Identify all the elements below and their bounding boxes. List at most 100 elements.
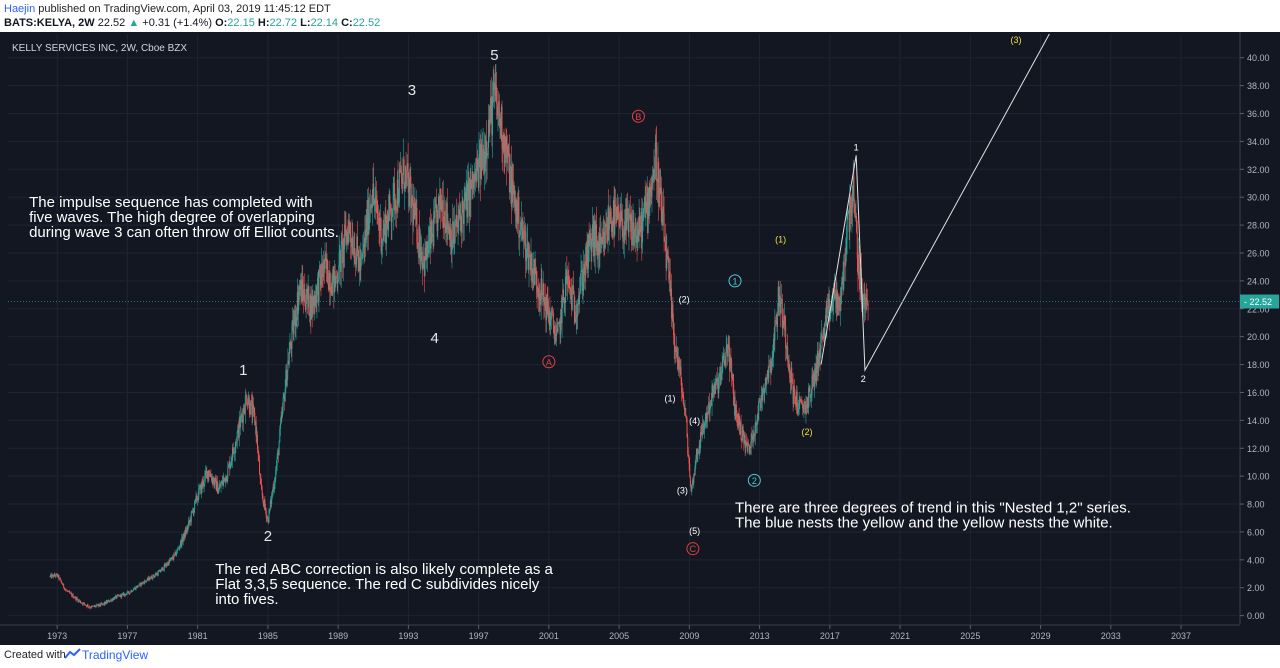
candle-body <box>818 365 820 369</box>
price-axis[interactable]: 0.00 2.00 4.00 6.00 8.00 10.00 12.00 14.00 16.00… <box>8 32 1279 624</box>
tradingview-brand-link[interactable]: TradingView <box>82 648 149 662</box>
candle-body <box>678 359 680 365</box>
candle-body <box>290 346 292 349</box>
candle-body <box>59 578 61 580</box>
candle-body <box>616 215 618 220</box>
candle-body <box>536 285 538 293</box>
chart-panel[interactable]: 5 3 4 1 2 A B C 1 2 (1) (2) (3) (2) (1) (4) (3) (5) 1 2 The… <box>0 32 1280 645</box>
candle-body <box>144 580 146 584</box>
candle-body <box>745 441 747 448</box>
candle-body <box>831 301 833 311</box>
wave-label: (1) <box>775 235 786 245</box>
candle-body <box>354 263 356 264</box>
candle-body <box>681 378 683 393</box>
candle-body <box>516 200 518 222</box>
candle-body <box>131 590 133 592</box>
candle-body <box>559 321 561 335</box>
candle-body <box>543 284 545 306</box>
price-chart[interactable]: 5 3 4 1 2 A B C 1 2 (1) (2) (3) (2) (1) (4) (3) (5) 1 2 The… <box>0 32 1280 645</box>
candle-body <box>839 295 841 312</box>
candle-body <box>792 380 794 404</box>
candle-body <box>428 239 430 243</box>
candle-body <box>626 208 628 230</box>
candle-body <box>244 411 246 414</box>
candle-body <box>857 257 859 276</box>
candle-body <box>835 293 837 299</box>
candle-body <box>587 234 589 269</box>
candle-body <box>242 416 244 423</box>
candle-body <box>820 336 822 358</box>
x-tick-label: 2025 <box>960 631 980 641</box>
wave-label: A <box>546 357 552 367</box>
candle-body <box>703 429 705 431</box>
candle-body <box>686 418 688 438</box>
candle-body <box>639 225 641 233</box>
candle-body <box>527 241 529 244</box>
candle-body <box>324 253 326 269</box>
candle-body <box>680 366 682 379</box>
y-tick-label: 20.00 <box>1247 332 1270 342</box>
candle-body <box>758 401 760 420</box>
candle-body <box>819 349 821 358</box>
candle-body <box>168 559 170 566</box>
candle-body <box>784 315 786 325</box>
candle-body <box>609 211 611 223</box>
candle-body <box>537 288 539 293</box>
candle-body <box>421 251 423 262</box>
candle-body <box>602 231 604 245</box>
candle-body <box>698 445 700 453</box>
candle-body <box>531 253 533 283</box>
candle-body <box>372 183 374 205</box>
candle-body <box>282 397 284 407</box>
created-with-label: Created with <box>4 649 66 661</box>
candle-body <box>618 211 620 225</box>
candle-body <box>615 206 617 216</box>
candle-body <box>828 299 830 302</box>
candle-body <box>815 363 817 382</box>
candle-body <box>621 210 623 231</box>
candle-body <box>96 604 98 606</box>
candle-body <box>641 215 643 243</box>
x-tick-label: 1997 <box>469 631 489 641</box>
candle-body <box>741 426 743 441</box>
candle-body <box>748 444 750 454</box>
candle-body <box>594 220 596 256</box>
time-axis[interactable]: 1973 1977 1981 1985 1989 1993 1997 2001 2005 2009… <box>0 624 1240 641</box>
candle-body <box>818 349 820 366</box>
trend-lines <box>820 33 1050 372</box>
annotation-line: Flat 3,3,5 sequence. The red C subdivide… <box>215 576 540 593</box>
candle-body <box>336 276 338 283</box>
candle-body <box>148 577 150 580</box>
candle-body <box>450 229 452 254</box>
annotation-line: There are three degrees of trend in this… <box>735 499 1131 516</box>
candle-body <box>816 350 818 374</box>
chart-title: KELLY SERVICES INC, 2W, Cboe BZX <box>12 43 187 54</box>
candle-body <box>275 470 277 480</box>
candle-body <box>84 604 86 605</box>
candle-body <box>138 583 140 586</box>
candle-body <box>55 575 57 577</box>
candle-body <box>244 395 246 414</box>
candle-body <box>557 323 559 332</box>
candle-body <box>716 378 718 383</box>
candle-body <box>265 507 267 511</box>
candle-body <box>50 574 52 578</box>
candle-body <box>269 500 271 509</box>
candle-body <box>425 247 427 260</box>
candle-body <box>440 202 442 210</box>
candle-body <box>654 178 656 180</box>
candle-body <box>55 573 57 577</box>
candle-body <box>361 256 363 258</box>
candle-body <box>464 192 466 200</box>
candle-body <box>840 295 842 297</box>
candle-body <box>700 431 702 434</box>
candle-body <box>423 256 425 264</box>
candle-body <box>612 200 614 227</box>
candle-body <box>342 241 344 264</box>
candle-body <box>600 233 602 245</box>
candle-body <box>493 83 495 90</box>
candle-body <box>323 259 325 278</box>
candle-body <box>411 197 413 201</box>
author-link[interactable]: Haejin <box>4 3 36 15</box>
candle-body <box>558 321 560 324</box>
